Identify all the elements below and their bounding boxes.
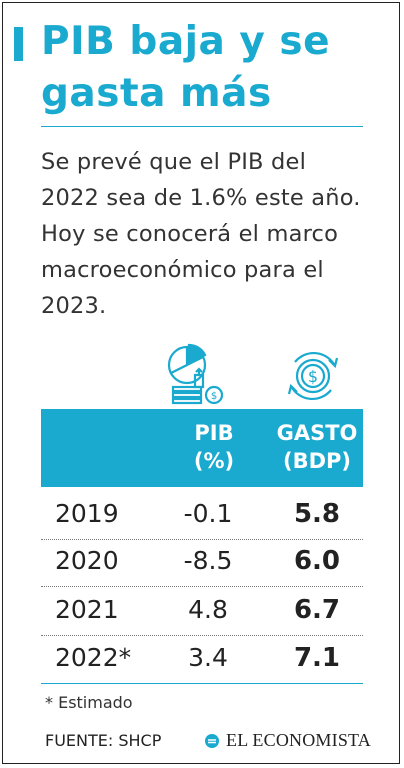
infographic-frame: [2, 2, 400, 764]
pib-cell: -0.1: [183, 499, 233, 528]
headline: PIB baja y se gasta más: [41, 19, 331, 116]
title-divider: [41, 126, 363, 127]
table-row: 2019 -0.1 5.8: [41, 491, 363, 540]
pie-chart-money-icon: $: [167, 343, 224, 405]
header-gasto: GASTO (BDP): [276, 421, 358, 473]
dollar-coin-cycle-icon: $: [287, 352, 339, 400]
gasto-cell: 5.8: [293, 499, 341, 529]
year-cell: 2019: [55, 499, 119, 528]
year-cell: 2021: [55, 595, 119, 624]
table-bottom-rule: [41, 683, 363, 684]
pib-cell: 3.4: [188, 643, 228, 672]
table-row: 2020 -8.5 6.0: [41, 538, 363, 587]
gasto-cell: 6.7: [293, 595, 341, 625]
gasto-cell: 6.0: [293, 546, 341, 576]
year-cell: 2022*: [55, 643, 132, 672]
gasto-cell: 7.1: [293, 643, 341, 673]
table-row: 2021 4.8 6.7: [41, 587, 363, 636]
title-accent-bar: [14, 27, 23, 61]
header-pib: PIB (%): [193, 421, 235, 473]
brand-logo: EL ECONOMISTA: [204, 730, 371, 751]
pib-cell: -8.5: [183, 546, 233, 575]
table-row: 2022* 3.4 7.1: [41, 635, 363, 683]
intro-paragraph: Se prevé que el PIB del 2022 sea de 1.6%…: [41, 149, 361, 319]
table-header: PIB (%) GASTO (BDP): [41, 409, 363, 487]
source-label: FUENTE: SHCP: [45, 731, 162, 750]
footnote: * Estimado: [45, 693, 133, 712]
year-cell: 2020: [55, 546, 119, 575]
svg-text:$: $: [308, 367, 318, 386]
el-economista-logo-icon: [205, 733, 219, 748]
svg-text:$: $: [211, 391, 217, 402]
pib-cell: 4.8: [188, 595, 228, 624]
brand-name: EL ECONOMISTA: [226, 730, 371, 750]
